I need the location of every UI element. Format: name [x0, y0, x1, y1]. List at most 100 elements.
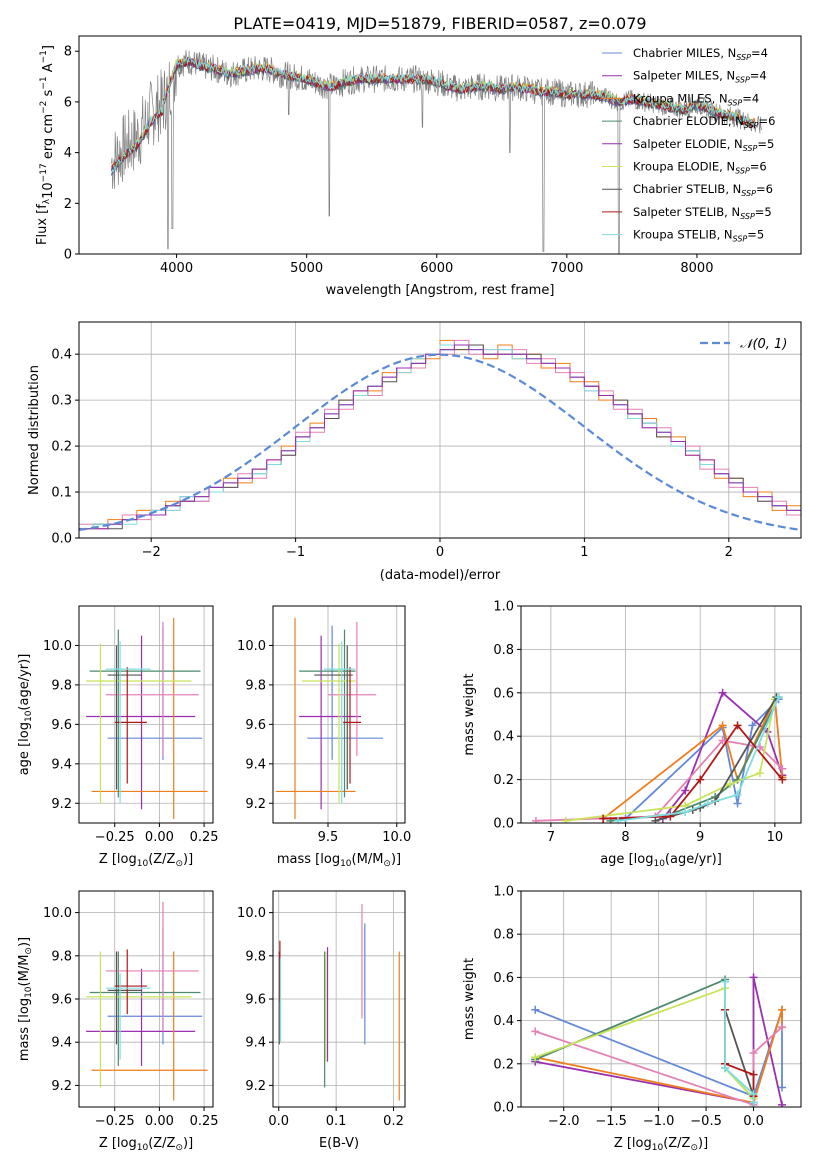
label-part: λ — [42, 198, 52, 204]
legend-entry: Salpeter ELODIE, NSSP=5 — [633, 137, 774, 153]
y-tick-label: 10.0 — [237, 639, 266, 654]
y-tick-label: 1.0 — [493, 885, 514, 900]
label-part: 10 — [41, 182, 56, 199]
y-tick-label: 2 — [64, 197, 72, 212]
y-tick-label: 0 — [64, 248, 72, 263]
plots-layer: 4000 5000 6000 7000 8000 0 2 4 6 8 wavelength [Ang… — [17, 35, 802, 1153]
label-part: ⊙ — [175, 1143, 183, 1153]
y-tick-label: 9.4 — [51, 757, 72, 772]
age-weight-ylabel: mass weight — [462, 673, 477, 755]
legend-n: =4 — [742, 91, 759, 105]
label-part: Flux [f — [35, 204, 50, 245]
y-tick-label: 9.8 — [51, 949, 72, 964]
y-tick-label: 9.6 — [245, 718, 266, 733]
weight-marker — [681, 786, 690, 795]
label-part: ⊙ — [690, 1143, 698, 1153]
weight-marker — [681, 808, 690, 817]
ebv-mass-points — [278, 903, 400, 1101]
z-weight-xlabel: Z [log10(Z/Z⊙)] — [614, 1136, 708, 1153]
legend-entry: Kroupa STELIB, NSSP=5 — [633, 228, 764, 244]
legend-model: Kroupa MILES, N — [633, 91, 728, 105]
weight-line — [602, 695, 784, 820]
label-part: Z [log — [99, 1136, 137, 1151]
label-part: 10 — [137, 1143, 149, 1153]
x-tick-label: −0.5 — [690, 1114, 722, 1129]
x-tick-label: 0 — [436, 545, 444, 560]
label-part: mass [log — [17, 998, 32, 1061]
label-part: (M/M — [17, 955, 32, 987]
x-tick-label: −0.25 — [95, 830, 135, 845]
legend-entry: Kroupa MILES, NSSP=4 — [633, 91, 759, 107]
histogram-series — [79, 344, 801, 538]
age-weight-axes: 7 8 9 10 0.0 0.2 0.4 0.6 0.8 1.0 — [493, 600, 801, 845]
residuals-axes: −2 −1 0 1 2 0.0 0.1 0.2 0.3 0.4 — [51, 322, 801, 560]
label-part: 10 — [24, 710, 34, 722]
x-tick-label: 8 — [621, 830, 629, 845]
legend-n: =5 — [747, 228, 764, 242]
y-tick-label: 9.4 — [245, 1036, 266, 1051]
weight-marker — [726, 779, 735, 788]
x-tick-label: 0.2 — [383, 1114, 404, 1129]
legend-model: Chabrier STELIB, N — [633, 182, 741, 196]
x-tick-label: 0.0 — [268, 1114, 289, 1129]
legend-entry: Chabrier ELODIE, NSSP=6 — [633, 114, 775, 130]
weight-marker — [531, 816, 540, 823]
weight-line — [624, 698, 780, 820]
legend-n: =4 — [750, 69, 767, 83]
weight-marker — [651, 816, 660, 823]
weight-marker — [531, 1027, 540, 1036]
label-part: 10 — [137, 859, 149, 869]
legend-sub: SSP — [741, 189, 756, 198]
weight-marker — [733, 799, 742, 808]
weight-marker — [531, 1005, 540, 1014]
x-tick-label: 5000 — [290, 261, 323, 276]
legend-model: Salpeter STELIB, N — [633, 205, 740, 219]
label-part: (M/M — [352, 852, 384, 867]
weight-marker — [733, 790, 742, 799]
y-tick-label: 0.2 — [493, 773, 514, 788]
age-weight-series — [531, 688, 787, 823]
y-tick-label: 0.0 — [493, 1101, 514, 1116]
weight-marker — [718, 721, 727, 730]
legend-sub: SSP — [744, 121, 759, 130]
y-tick-label: 9.8 — [51, 678, 72, 693]
x-tick-label: 2 — [725, 545, 733, 560]
z-mass-xlabel: Z [log10(Z/Z⊙)] — [99, 1136, 193, 1153]
spectrum-lines — [111, 50, 763, 254]
y-tick-label: 0.0 — [493, 817, 514, 832]
weight-marker — [778, 1100, 787, 1107]
z-weight-series — [531, 973, 787, 1107]
weight-marker — [774, 693, 783, 702]
z-age-xlabel: Z [log10(Z/Z⊙)] — [99, 852, 193, 869]
weight-marker — [696, 775, 705, 784]
z-age-points — [86, 617, 208, 820]
z-age-axes: −0.25 0.00 0.25 9.2 9.4 9.6 9.8 10.0 — [43, 606, 219, 845]
y-tick-label: 0.6 — [493, 686, 514, 701]
y-tick-label: 9.6 — [51, 718, 72, 733]
y-tick-label: 9.4 — [245, 757, 266, 772]
weight-marker — [749, 1090, 758, 1099]
model-spectrum — [111, 55, 756, 174]
weight-marker — [749, 1098, 758, 1107]
label-part: ⊙ — [24, 947, 34, 955]
weight-line — [535, 1009, 783, 1104]
spectrum-ylabel: Flux [fλ10−17 erg cm−2 s−1 A−1] — [35, 45, 56, 245]
y-tick-label: 9.2 — [245, 1079, 266, 1094]
legend-sub: SSP — [736, 53, 751, 62]
label-part: ⊙ — [383, 859, 391, 869]
weight-marker — [778, 1005, 787, 1014]
y-tick-label: 10.0 — [237, 906, 266, 921]
y-tick-label: 9.8 — [245, 949, 266, 964]
y-tick-label: 0.4 — [51, 348, 72, 363]
label-part: )] — [17, 937, 32, 947]
y-tick-label: 9.2 — [51, 1079, 72, 1094]
label-part: (Z/Z — [663, 1136, 690, 1151]
legend-entry: Kroupa ELODIE, NSSP=6 — [633, 160, 767, 176]
mass-age-xlabel: mass [log10(M/M⊙)] — [277, 852, 401, 869]
y-tick-label: 0.2 — [493, 1057, 514, 1072]
legend-model: Kroupa ELODIE, N — [633, 160, 735, 174]
label-part: age [log — [17, 722, 32, 775]
weight-line — [655, 696, 778, 822]
x-tick-label: 6000 — [420, 261, 453, 276]
